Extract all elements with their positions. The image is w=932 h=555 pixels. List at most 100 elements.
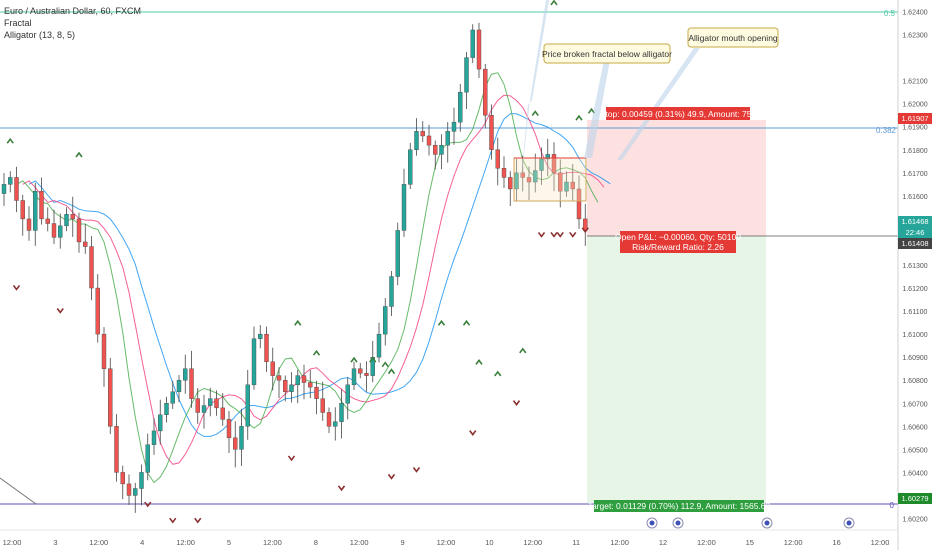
countdown-badge — [898, 227, 932, 238]
candle-body — [495, 149, 500, 169]
candle-body — [439, 144, 444, 155]
candle-body — [20, 200, 25, 220]
time-tick-label: 8 — [314, 538, 318, 547]
fractal-up-marker — [519, 347, 527, 354]
time-tick-label: 12:00 — [89, 538, 108, 547]
candle-body — [70, 214, 75, 220]
time-tick-label: 12 — [659, 538, 667, 547]
candle-body — [564, 181, 569, 192]
candle-body — [289, 384, 294, 392]
candle-body — [195, 398, 200, 413]
fractal-up-marker — [475, 359, 483, 365]
fractal-down-marker — [287, 455, 296, 462]
candle-body — [376, 333, 382, 358]
candle-body — [451, 121, 457, 132]
callout-box-2[interactable] — [687, 27, 779, 48]
indicator-alligator[interactable]: Alligator (13, 8, 5) — [4, 30, 76, 40]
callout-text-1: Price broken fractal below alligator — [542, 49, 672, 59]
candle-body — [189, 368, 194, 399]
price-tick-label: 1.60700 — [902, 401, 927, 408]
fractal-down-marker — [537, 231, 546, 238]
current-price-badge — [898, 216, 932, 227]
candle-body — [314, 386, 319, 399]
fractal-down-marker — [56, 307, 64, 314]
candle-body — [570, 181, 575, 190]
candle-body — [364, 373, 369, 376]
price-tick-label: 1.61300 — [902, 263, 927, 270]
candle-body — [526, 177, 532, 183]
fractal-up-marker — [437, 319, 446, 326]
economic-event-icon-dot — [649, 520, 655, 526]
price-tick-label: 1.61700 — [902, 171, 927, 178]
fractal-down-marker — [169, 517, 177, 524]
candle-body — [445, 131, 450, 146]
time-tick-label: 3 — [53, 538, 57, 547]
range-box[interactable] — [513, 157, 587, 202]
time-axis-ticks[interactable]: 12:00 3 12:00 4 12:00 5 12:00 8 12:00 9 12:00 10 12:… — [3, 538, 890, 547]
candle-body — [470, 29, 475, 58]
price-tick-label: 1.62400 — [902, 10, 927, 17]
candle-body — [33, 191, 38, 231]
time-tick-label: 12:00 — [784, 538, 803, 547]
indicator-fractal[interactable]: Fractal — [4, 18, 32, 28]
fib-label-mid: 0.382 — [876, 126, 897, 135]
price-tick-label: 1.61000 — [902, 332, 927, 339]
candle-body — [64, 214, 69, 227]
callout-box-1[interactable] — [543, 43, 671, 64]
candle-body — [351, 368, 357, 386]
candle-body — [389, 276, 394, 307]
target-zone[interactable] — [587, 236, 766, 503]
candle-body — [239, 426, 244, 450]
candle-body — [333, 421, 338, 427]
stop-label-bg — [606, 107, 750, 120]
candle-body — [270, 361, 275, 376]
callout-pointer-1b — [584, 60, 610, 158]
candle-body — [401, 184, 407, 231]
price-tick-label: 1.60400 — [902, 470, 927, 477]
time-tick-label: 12:00 — [871, 538, 890, 547]
fractal-up-marker — [387, 368, 396, 375]
symbol-title[interactable]: Euro / Australian Dollar, 60, FXCM — [4, 6, 142, 16]
price-tick-label: 1.61800 — [902, 148, 927, 155]
stop-price-text: 1.61907 — [901, 114, 928, 123]
time-tick-label: 9 — [401, 538, 405, 547]
fractal-down-marker — [550, 231, 558, 238]
chart-legend[interactable]: Euro / Australian Dollar, 60, FXCM Fract… — [4, 5, 141, 41]
candle-body — [226, 419, 232, 439]
candle-body — [26, 218, 32, 231]
candle-body — [126, 483, 132, 496]
candle-body — [58, 225, 63, 238]
trend-line[interactable] — [0, 477, 37, 505]
candle-body — [233, 437, 238, 450]
candle-body — [295, 375, 300, 386]
stop-zone[interactable] — [587, 120, 766, 236]
fractal-up-marker — [294, 319, 302, 326]
candle-body — [489, 115, 494, 150]
candle-body — [339, 403, 344, 422]
fractal-up-marker — [575, 114, 583, 121]
fractal-down-marker — [12, 284, 21, 291]
candle-body — [151, 430, 157, 445]
price-axis-bg[interactable] — [898, 0, 932, 550]
candle-body — [8, 177, 13, 185]
fractal-up-marker — [462, 319, 471, 326]
fractal-up-marker — [494, 370, 502, 377]
candle-body — [220, 407, 225, 420]
candle-body — [408, 149, 413, 185]
candle-body — [120, 472, 125, 485]
price-tick-label: 1.62100 — [902, 79, 927, 86]
entry-price-text: 1.61408 — [901, 239, 928, 248]
fractal-down-marker — [569, 231, 577, 238]
time-tick-label: 5 — [227, 538, 231, 547]
fractal-up-marker — [381, 361, 389, 368]
candle-body — [458, 91, 463, 123]
candle-body — [164, 403, 169, 415]
event-icons — [646, 517, 855, 529]
candle-body — [45, 218, 50, 224]
candle-body — [308, 382, 313, 388]
fractal-up-marker — [531, 110, 539, 117]
candle-body — [183, 368, 188, 381]
candle-body — [326, 412, 332, 427]
